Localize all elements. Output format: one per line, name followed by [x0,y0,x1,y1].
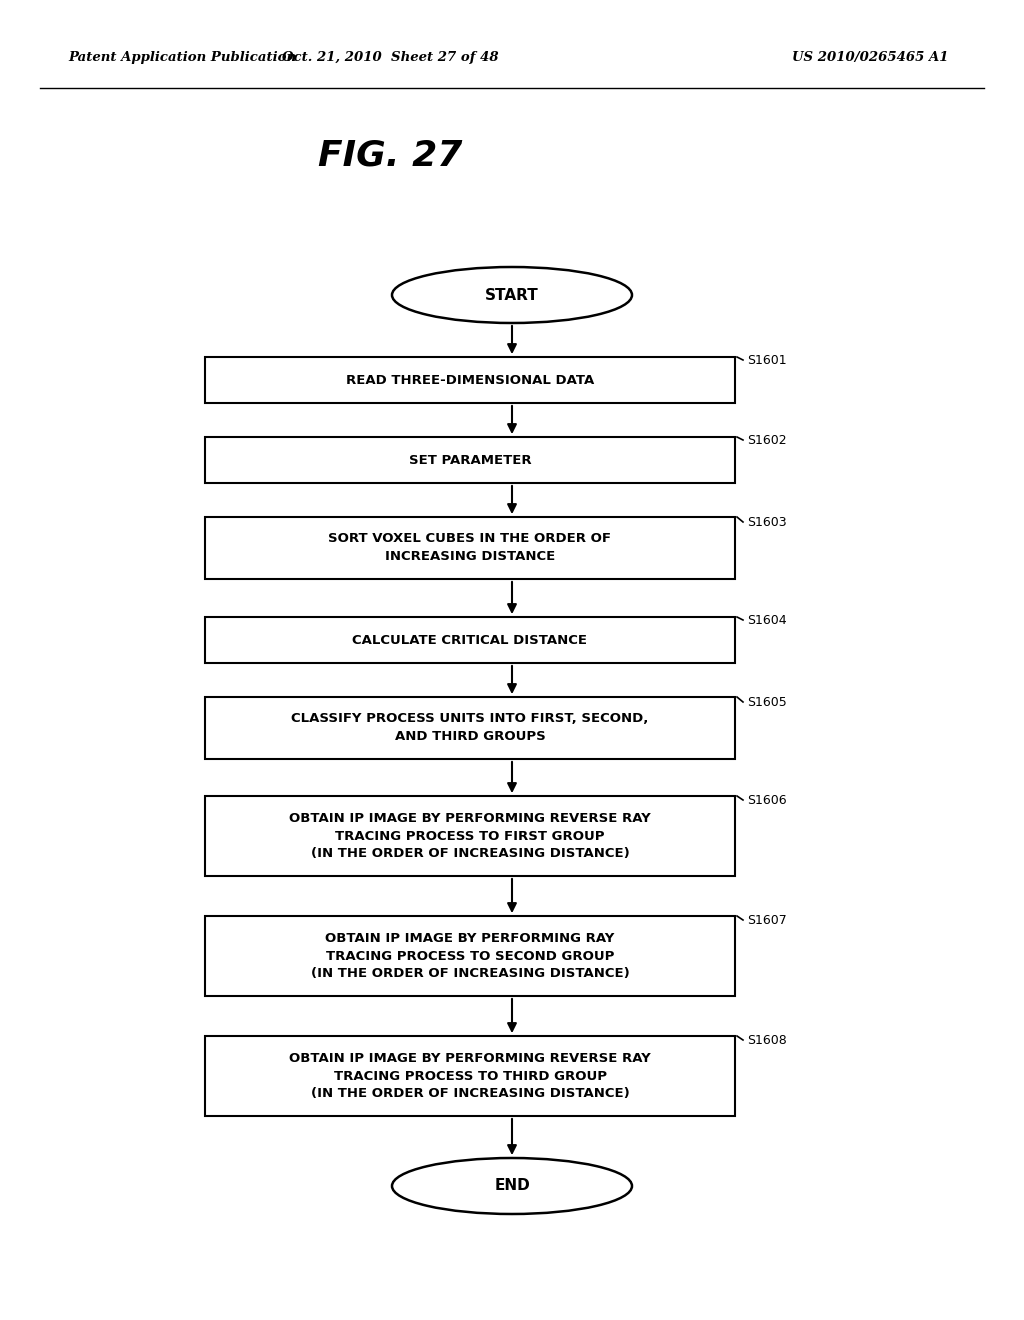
FancyBboxPatch shape [205,437,735,483]
Text: OBTAIN IP IMAGE BY PERFORMING RAY
TRACING PROCESS TO SECOND GROUP
(IN THE ORDER : OBTAIN IP IMAGE BY PERFORMING RAY TRACIN… [310,932,630,981]
Ellipse shape [392,267,632,323]
Text: CALCULATE CRITICAL DISTANCE: CALCULATE CRITICAL DISTANCE [352,634,588,647]
Text: END: END [495,1179,529,1193]
Text: READ THREE-DIMENSIONAL DATA: READ THREE-DIMENSIONAL DATA [346,374,594,387]
Text: S1604: S1604 [746,614,786,627]
FancyBboxPatch shape [205,1036,735,1115]
Ellipse shape [392,1158,632,1214]
Text: S1603: S1603 [746,516,786,528]
Text: OBTAIN IP IMAGE BY PERFORMING REVERSE RAY
TRACING PROCESS TO THIRD GROUP
(IN THE: OBTAIN IP IMAGE BY PERFORMING REVERSE RA… [289,1052,651,1101]
FancyBboxPatch shape [205,796,735,876]
Text: S1607: S1607 [746,913,786,927]
FancyBboxPatch shape [205,517,735,579]
FancyBboxPatch shape [205,697,735,759]
Text: CLASSIFY PROCESS UNITS INTO FIRST, SECOND,
AND THIRD GROUPS: CLASSIFY PROCESS UNITS INTO FIRST, SECON… [291,713,648,743]
Text: SORT VOXEL CUBES IN THE ORDER OF
INCREASING DISTANCE: SORT VOXEL CUBES IN THE ORDER OF INCREAS… [329,532,611,564]
Text: S1608: S1608 [746,1034,786,1047]
Text: S1601: S1601 [746,354,786,367]
Text: FIG. 27: FIG. 27 [317,139,462,172]
FancyBboxPatch shape [205,916,735,997]
Text: SET PARAMETER: SET PARAMETER [409,454,531,466]
Text: OBTAIN IP IMAGE BY PERFORMING REVERSE RAY
TRACING PROCESS TO FIRST GROUP
(IN THE: OBTAIN IP IMAGE BY PERFORMING REVERSE RA… [289,812,651,861]
Text: S1606: S1606 [746,793,786,807]
FancyBboxPatch shape [205,616,735,663]
Text: S1602: S1602 [746,433,786,446]
FancyBboxPatch shape [205,356,735,403]
Text: START: START [485,288,539,302]
Text: Patent Application Publication: Patent Application Publication [68,51,296,65]
Text: Oct. 21, 2010  Sheet 27 of 48: Oct. 21, 2010 Sheet 27 of 48 [282,51,499,65]
Text: S1605: S1605 [746,696,786,709]
Text: US 2010/0265465 A1: US 2010/0265465 A1 [792,51,948,65]
